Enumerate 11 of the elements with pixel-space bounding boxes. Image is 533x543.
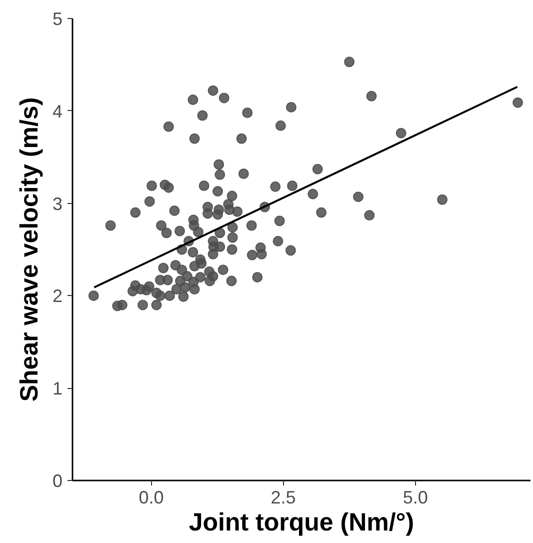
y-tick-label: 0 [52,471,63,491]
x-axis-title: Joint torque (Nm/°) [188,508,414,536]
x-tick-label: 0.0 [138,488,164,508]
y-tick-label: 5 [52,9,63,29]
y-axis-title: Shear wave velocity (m/s) [15,97,44,402]
y-tick-label: 2 [52,286,63,306]
x-tick-label: 5.0 [402,488,428,508]
y-tick-label: 3 [52,194,63,214]
y-tick-label: 1 [52,378,63,399]
x-tick-label: 2.5 [270,488,296,508]
y-tick-label: 4 [52,101,63,122]
